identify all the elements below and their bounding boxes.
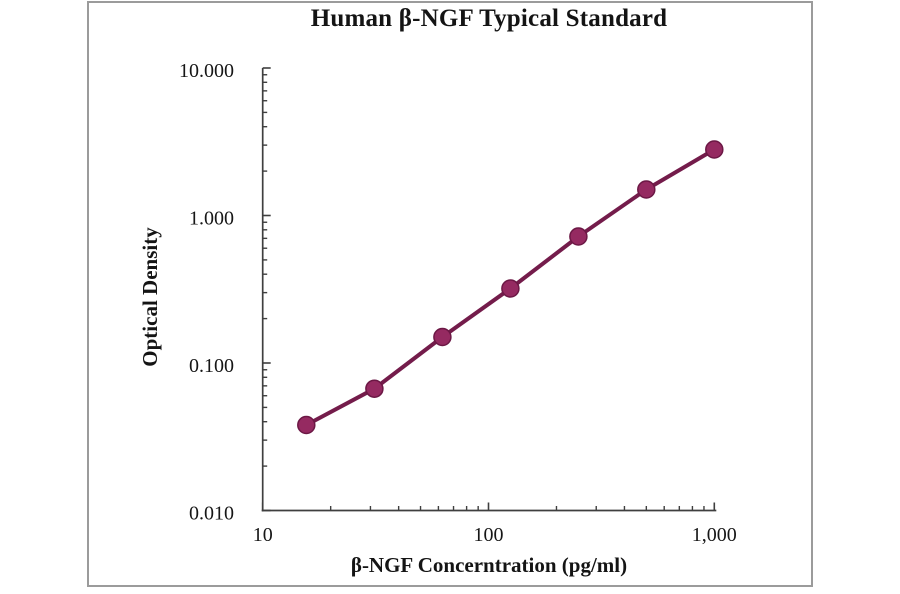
y-tick-label: 0.100: [189, 355, 234, 377]
data-point: [501, 279, 520, 298]
x-axis-title: β-NGF Concerntration (pg/ml): [350, 553, 628, 577]
y-tick-label: 1.000: [189, 208, 234, 230]
x-tick-label: 1,000: [692, 524, 737, 546]
x-tick-label: 10: [253, 524, 273, 546]
chart-title: Human β-NGF Typical Standard: [310, 5, 668, 32]
data-point: [365, 379, 384, 398]
data-point: [433, 327, 452, 347]
x-tick-label: 100: [474, 524, 504, 546]
data-point: [297, 415, 316, 435]
y-tick-label: 10.000: [179, 60, 234, 82]
y-tick-label: 0.010: [189, 503, 234, 525]
chart-frame: [87, 1, 813, 587]
data-point: [705, 140, 724, 159]
data-point: [569, 227, 588, 246]
data-point: [637, 180, 656, 199]
